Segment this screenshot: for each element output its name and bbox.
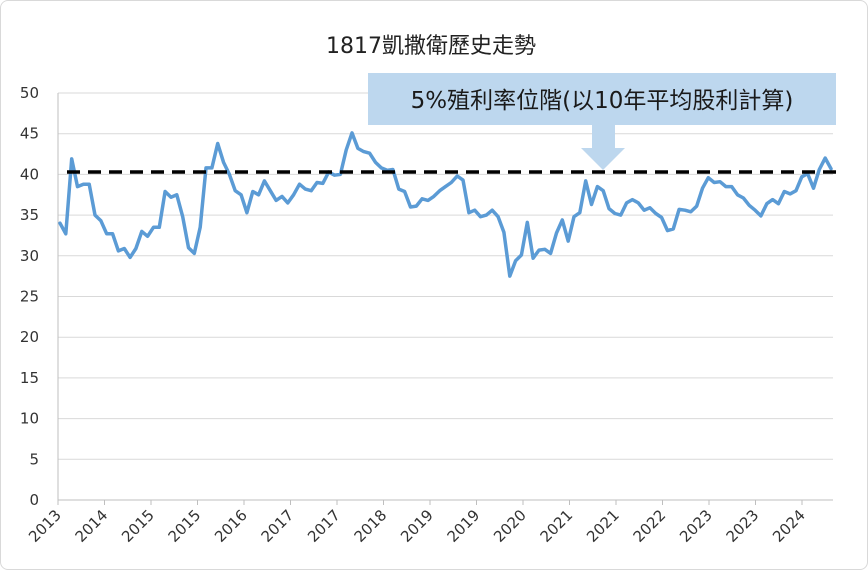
x-tick-label: 2017 xyxy=(304,506,344,546)
callout-box xyxy=(368,73,836,125)
y-tick-label: 15 xyxy=(20,369,39,387)
y-tick-label: 30 xyxy=(20,247,39,265)
x-tick-label: 2014 xyxy=(72,506,112,546)
x-tick-label: 2021 xyxy=(583,506,623,546)
chart-title: 1817凱撒衛歷史走勢 xyxy=(326,34,536,59)
y-tick-label: 50 xyxy=(20,84,39,102)
axes xyxy=(57,93,833,505)
y-tick-label: 20 xyxy=(20,328,39,346)
x-tick-labels: 2013 2014 2015 2015 2016 2017 2017 2018 2019 2019… xyxy=(25,506,809,546)
series-lines xyxy=(58,131,833,278)
x-tick-label: 2017 xyxy=(258,506,298,546)
x-tick-label: 2015 xyxy=(165,506,205,546)
x-tick-label: 2015 xyxy=(118,506,158,546)
x-tick-label: 2023 xyxy=(676,506,716,546)
x-tick-label: 2016 xyxy=(211,506,251,546)
gridlines xyxy=(58,92,833,460)
x-tick-label: 2019 xyxy=(444,506,484,546)
y-tick-label: 10 xyxy=(20,410,39,428)
x-tick-label: 2018 xyxy=(351,506,391,546)
y-tick-label: 45 xyxy=(20,125,39,143)
x-tick-label: 2022 xyxy=(630,506,670,546)
callout-arrow-icon xyxy=(581,125,625,170)
x-tick-label: 2013 xyxy=(25,506,65,546)
y-tick-label: 25 xyxy=(20,288,39,306)
x-tick-label: 2020 xyxy=(490,506,530,546)
y-tick-label: 40 xyxy=(20,165,39,183)
x-tick-label: 2021 xyxy=(537,506,577,546)
x-tick-label: 2019 xyxy=(397,506,437,546)
callout: 5%殖利率位階(以10年平均股利計算) xyxy=(368,73,836,170)
y-tick-labels: 0 5 10 15 20 25 30 35 40 45 50 xyxy=(20,84,39,509)
y-tick-label: 5 xyxy=(29,450,39,468)
y-tick-label: 35 xyxy=(20,206,39,224)
y-tick-label: 0 xyxy=(29,491,39,509)
callout-text: 5%殖利率位階(以10年平均股利計算) xyxy=(411,88,794,114)
x-tick-label: 2024 xyxy=(769,506,809,546)
series-line xyxy=(58,131,833,278)
x-tick-label: 2023 xyxy=(723,506,763,546)
